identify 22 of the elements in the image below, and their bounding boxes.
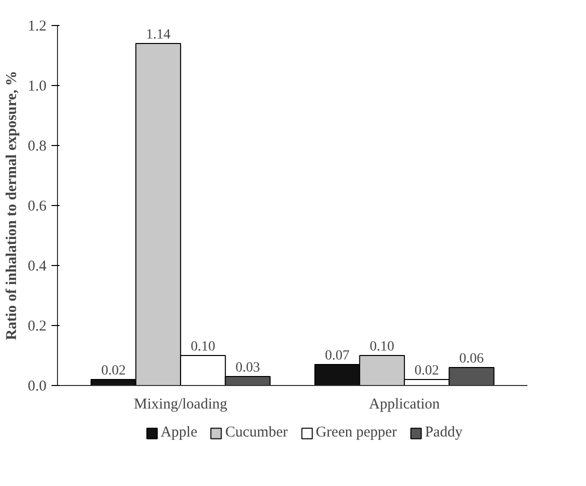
legend-label: Paddy bbox=[424, 424, 462, 442]
data-label: 0.07 bbox=[325, 348, 350, 364]
data-label: 0.10 bbox=[190, 340, 216, 354]
legend-label: Green pepper bbox=[316, 424, 397, 442]
data-label: 0.10 bbox=[370, 340, 394, 354]
data-label: 0.02 bbox=[414, 364, 440, 378]
legend-label: Cucumber bbox=[225, 424, 288, 442]
y-tick-label: 0.4 bbox=[28, 258, 47, 274]
y-tick-label: 0.2 bbox=[28, 318, 46, 334]
y-tick-label: 1.0 bbox=[28, 78, 46, 94]
data-label: 0.03 bbox=[235, 360, 260, 376]
y-tick-label: 0.6 bbox=[28, 198, 47, 214]
y-tick-label: 1.2 bbox=[28, 18, 46, 34]
data-label: 0.06 bbox=[459, 352, 484, 366]
y-axis-title: Ratio of inhalation to dermal exposure, % bbox=[4, 70, 20, 340]
x-tick-label: Application bbox=[368, 396, 440, 412]
data-label: 1.14 bbox=[146, 28, 170, 42]
y-tick-label: 0.0 bbox=[28, 378, 46, 394]
x-tick-label: Mixing/loading bbox=[134, 396, 228, 412]
legend-label: Apple bbox=[160, 424, 198, 442]
data-label: 0.02 bbox=[101, 364, 126, 378]
y-tick-label: 0.8 bbox=[28, 138, 46, 154]
